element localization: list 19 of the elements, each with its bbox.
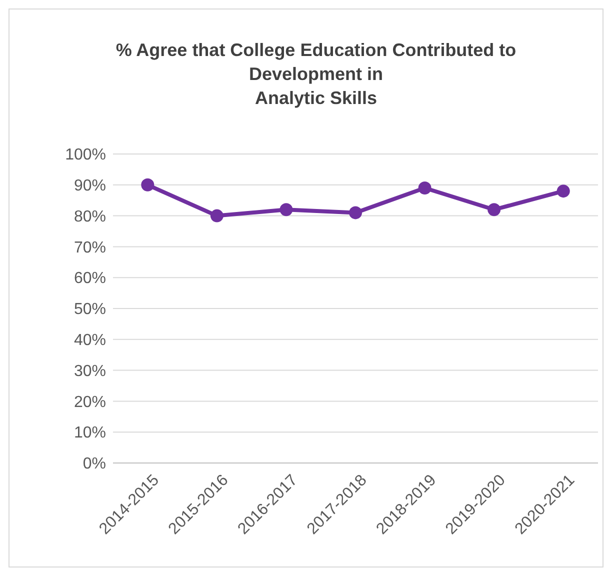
point [280, 203, 293, 216]
point [556, 184, 570, 198]
y-tick-label: 50% [74, 301, 106, 318]
point [210, 209, 224, 222]
point [488, 203, 501, 216]
chart-title: % Agree that College Education Contributed to Development in Analytic Skills [116, 40, 516, 108]
y-tick-label: 40% [74, 332, 106, 349]
y-tick-label: 90% [74, 178, 106, 194]
point [141, 178, 154, 192]
y-tick-label: 100% [65, 146, 106, 164]
y-tick-label: 70% [74, 239, 106, 256]
point [349, 206, 362, 220]
y-tick-label: 0% [82, 456, 106, 473]
y-tick-label: 80% [74, 208, 106, 226]
y-tick-label: 20% [74, 394, 106, 411]
y-tick-label: 30% [74, 362, 106, 380]
point [418, 181, 432, 194]
y-tick-label: 60% [74, 270, 106, 288]
y-tick-label: 10% [74, 424, 106, 442]
